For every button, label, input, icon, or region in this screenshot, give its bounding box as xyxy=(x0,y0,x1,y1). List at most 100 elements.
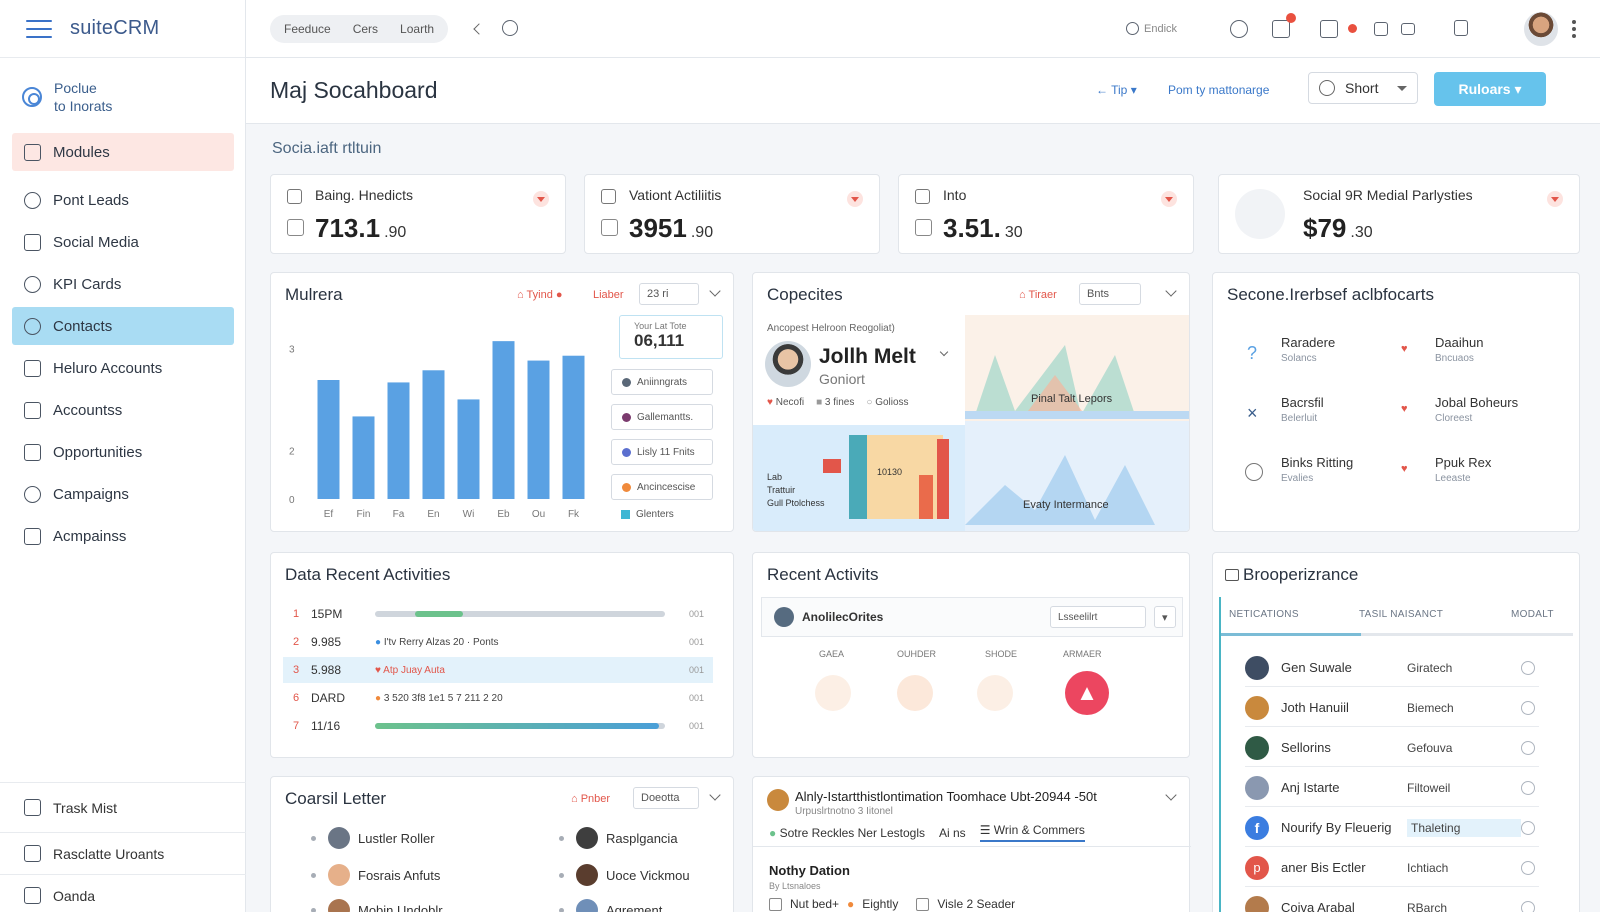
bar-fin[interactable] xyxy=(352,416,375,499)
mail-icon[interactable] xyxy=(1401,23,1415,35)
checkbox[interactable] xyxy=(769,897,782,911)
sidebar-item-opportunities[interactable]: Opportunities xyxy=(12,433,234,471)
bar-fa[interactable] xyxy=(387,382,410,499)
bar-wi[interactable] xyxy=(457,399,480,499)
primary-action-button[interactable]: Ruloars ▾ xyxy=(1434,72,1546,106)
manage-link[interactable]: Pom ty mattonarge xyxy=(1168,83,1270,97)
bar-fk[interactable] xyxy=(562,355,585,499)
kpi-card-2[interactable]: Vationt Actiliitis 3951.90 xyxy=(584,174,880,254)
file-icon[interactable] xyxy=(1454,20,1468,36)
table-row[interactable]: f Nourify By Fleuerig Thaleting xyxy=(1245,809,1539,847)
sidebar-item-pont-leads[interactable]: Pont Leads xyxy=(12,181,234,219)
radio-icon[interactable] xyxy=(1521,900,1535,912)
recent-expand-button[interactable]: ▾ xyxy=(1154,606,1176,628)
user-avatar[interactable] xyxy=(1524,12,1558,46)
search-icon[interactable] xyxy=(1230,20,1248,38)
kpi-card-3[interactable]: Into 3.51. 30 xyxy=(898,174,1194,254)
tab-modalt[interactable]: MODALT xyxy=(1511,609,1554,620)
sidebar-item-oanda[interactable]: Oanda xyxy=(0,874,246,912)
item-daaihun[interactable]: Daaihun Bncuaos xyxy=(1435,335,1483,364)
contact-name[interactable]: Jollh Melt xyxy=(819,345,916,368)
recent-select[interactable]: Lsseelilrt xyxy=(1050,606,1146,628)
sidebar-item-contacts[interactable]: Contacts xyxy=(12,307,234,345)
tab-sotre[interactable]: ● Sotre Reckles Ner Lestogls xyxy=(769,826,925,840)
sort-select[interactable]: Short xyxy=(1308,72,1418,104)
sidebar-item-social-media[interactable]: Social Media xyxy=(12,223,234,261)
item-raradere[interactable]: Raradere Solancs xyxy=(1281,335,1335,364)
sidebar-item-trask-mist[interactable]: Trask Mist xyxy=(0,782,246,832)
contact-avatar[interactable] xyxy=(765,341,811,387)
bar-ou[interactable] xyxy=(527,360,550,499)
radio-icon[interactable] xyxy=(1521,860,1535,875)
table-row[interactable]: Gen Suwale Giratech xyxy=(1245,649,1539,687)
crumb-feeduce[interactable]: Feeduce xyxy=(284,22,331,36)
chart-filter[interactable]: ⌂ Tyind ● xyxy=(517,289,563,301)
table-row[interactable]: Anj Istarte Filtoweil xyxy=(1245,769,1539,807)
activity-row[interactable]: 6 DARD ● 3 520 3f8 1e1 5 7 211 2 20 001 xyxy=(283,685,713,711)
legend-item[interactable]: Lisly 11 Fnits xyxy=(611,439,713,465)
item-binks-ritting[interactable]: Binks Ritting Evalies xyxy=(1281,455,1353,484)
person-item[interactable]: Rasplgancia xyxy=(559,827,678,849)
tab-wrin[interactable]: ☰ Wrin & Commers xyxy=(979,823,1085,842)
copecites-filter[interactable]: ⌂ Tiraer xyxy=(1019,289,1057,301)
sidebar-item-acmpainss[interactable]: Acmpainss xyxy=(12,517,234,555)
history-icon[interactable] xyxy=(502,20,518,36)
kpi-card-1[interactable]: Baing. Hnedicts 713.1.90 xyxy=(270,174,566,254)
tab-netications[interactable]: NETICATIONS xyxy=(1229,609,1299,620)
sidebar-item-campaigns[interactable]: Campaigns xyxy=(12,475,234,513)
coarsil-box[interactable]: Doeotta xyxy=(633,787,699,809)
chart-range-select[interactable]: 23 ri xyxy=(639,283,699,305)
hamburger-menu-icon[interactable] xyxy=(26,19,52,38)
bar-en[interactable] xyxy=(422,370,445,499)
person-item[interactable]: Mobin Undoblr xyxy=(311,899,443,912)
tab-tasil[interactable]: TASIL NAISANCT xyxy=(1359,609,1444,620)
table-row[interactable]: p aner Bis Ectler Ichtiach xyxy=(1245,849,1539,887)
recent-row[interactable]: AnolilecOrites Lsseelilrt ▾ xyxy=(761,597,1183,637)
calendar-icon[interactable] xyxy=(1272,20,1290,38)
chevron-down-icon[interactable] xyxy=(939,347,949,357)
radio-icon[interactable] xyxy=(1521,740,1535,755)
radio-icon[interactable] xyxy=(1521,660,1535,675)
item-ppuk-rex[interactable]: Ppuk Rex Leeaste xyxy=(1435,455,1491,484)
crumb-cers[interactable]: Cers xyxy=(352,22,379,36)
checkbox[interactable] xyxy=(916,897,930,911)
profile-block[interactable]: Poclue to Inorats xyxy=(0,58,245,120)
bar-ef[interactable] xyxy=(317,380,340,499)
sidebar-item-kpi-cards[interactable]: KPI Cards xyxy=(12,265,234,303)
activity-row[interactable]: 2 9.985 ● I'tv Rerry Alzas 20 · Ponts 001 xyxy=(283,629,713,655)
activity-row[interactable]: 1 15PM 001 xyxy=(283,601,713,627)
sidebar-item-accountss[interactable]: Accountss xyxy=(12,391,234,429)
crumb-loarth[interactable]: Loarth xyxy=(400,22,435,36)
tab-ains[interactable]: Ai ns xyxy=(939,825,966,840)
activity-row[interactable]: 7 11/16 001 xyxy=(283,713,713,739)
item-jobal-boheurs[interactable]: Jobal Boheurs Cloreest xyxy=(1435,395,1518,424)
chevron-down-icon[interactable] xyxy=(1165,285,1177,297)
kpi-card-4[interactable]: Social 9R Medial Parlysties $79.30 xyxy=(1218,174,1580,254)
chevron-down-icon[interactable] xyxy=(1165,789,1177,801)
table-row[interactable]: Coiva Arabal RBarch xyxy=(1245,889,1539,912)
user-menu[interactable]: Endick xyxy=(1144,23,1178,35)
legend-item[interactable]: Glenters xyxy=(621,509,674,520)
legend-item[interactable]: Ancincescise xyxy=(611,474,713,500)
legend-item[interactable]: Gallemantts. xyxy=(611,404,713,430)
tip-link[interactable]: ← Tip ▾ xyxy=(1096,83,1137,97)
radio-icon[interactable] xyxy=(1521,780,1535,795)
sidebar-item-rasclatte[interactable]: Rasclatte Uroants xyxy=(0,832,246,874)
item-bacrsfil[interactable]: Bacrsfil Belerluit xyxy=(1281,395,1324,424)
radio-icon[interactable] xyxy=(1521,820,1535,835)
bar-eb[interactable] xyxy=(492,341,515,499)
chevron-down-icon[interactable] xyxy=(709,285,721,297)
sidebar-item-modules[interactable]: Modules xyxy=(12,133,234,171)
doc-icon[interactable] xyxy=(1374,22,1388,36)
activity-row-selected[interactable]: 3 5.988 ♥ Atp Juay Auta 001 xyxy=(283,657,713,683)
radio-icon[interactable] xyxy=(1521,700,1535,715)
legend-item[interactable]: Aniinngrats xyxy=(611,369,713,395)
more-options-icon[interactable] xyxy=(1572,20,1576,38)
table-row[interactable]: Sellorins Gefouva xyxy=(1245,729,1539,767)
back-chevron-icon[interactable] xyxy=(473,23,485,35)
chart-filter2[interactable]: Liaber xyxy=(593,289,624,301)
person-item[interactable]: Agrement xyxy=(559,899,662,912)
coarsil-filter[interactable]: ⌂ Pnber xyxy=(571,793,611,805)
copecites-box[interactable]: Bnts xyxy=(1079,283,1141,305)
person-item[interactable]: Uoce Vickmou xyxy=(559,864,690,886)
